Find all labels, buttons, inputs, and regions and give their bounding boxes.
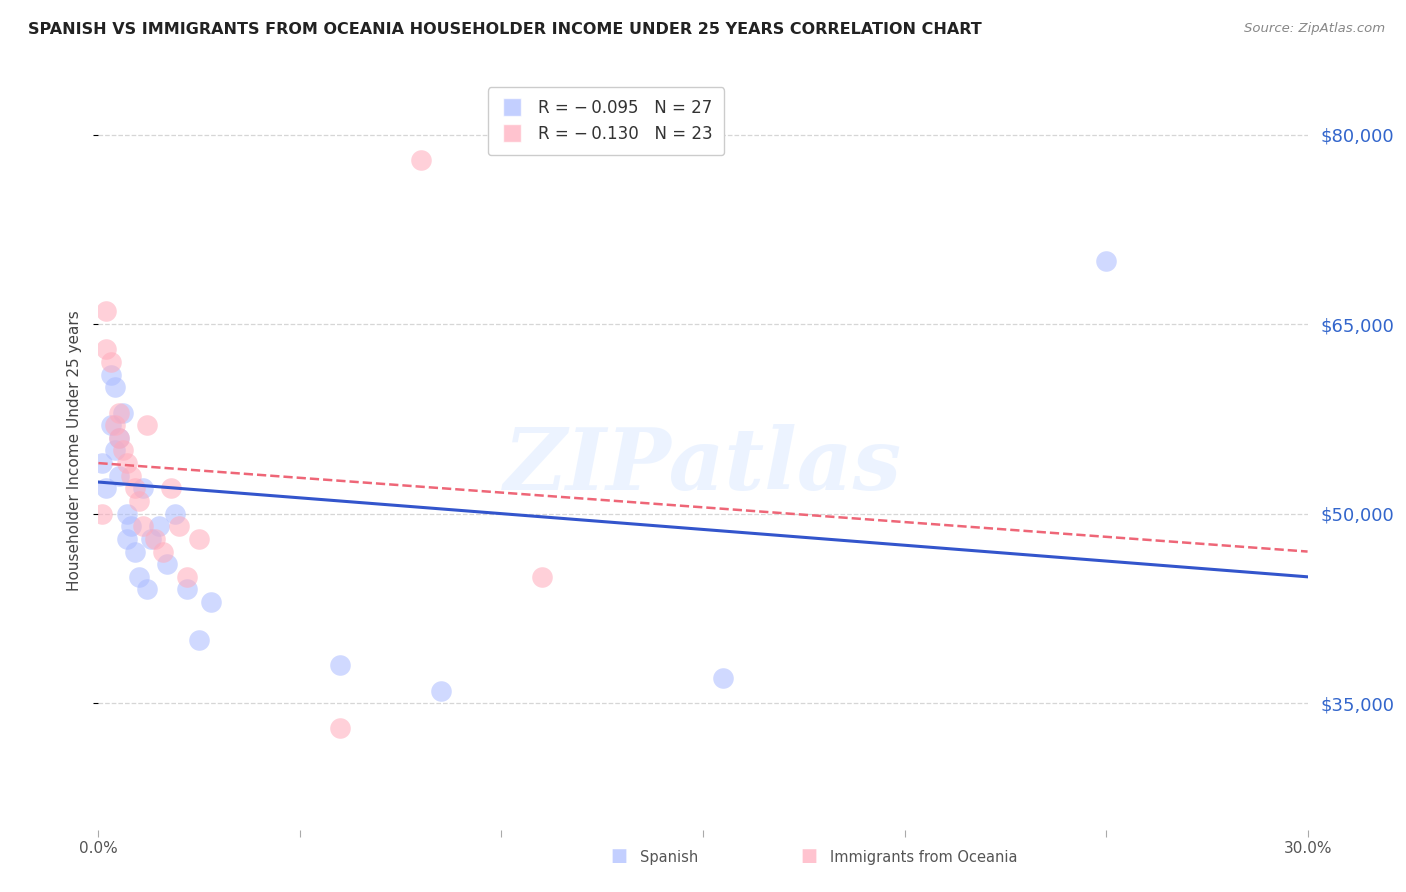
Point — [115, 507, 138, 521]
Point — [143, 532, 166, 546]
Text: Spanish: Spanish — [640, 850, 697, 865]
Point — [148, 519, 170, 533]
Text: Source: ZipAtlas.com: Source: ZipAtlas.com — [1244, 22, 1385, 36]
Legend: R = − 0.095   N = 27, R = − 0.130   N = 23: R = − 0.095 N = 27, R = − 0.130 N = 23 — [488, 87, 724, 155]
Point — [124, 544, 146, 558]
Point — [156, 557, 179, 572]
Point — [111, 443, 134, 458]
Point — [188, 633, 211, 648]
Text: ZIPatlas: ZIPatlas — [503, 424, 903, 508]
Point — [100, 355, 122, 369]
Point — [115, 532, 138, 546]
Point — [107, 431, 129, 445]
Point — [329, 722, 352, 736]
Point — [329, 658, 352, 673]
Point — [135, 582, 157, 597]
Point — [103, 380, 125, 394]
Y-axis label: Householder Income Under 25 years: Householder Income Under 25 years — [67, 310, 83, 591]
Point — [163, 507, 186, 521]
Point — [100, 368, 122, 382]
Point — [107, 405, 129, 420]
Text: Immigrants from Oceania: Immigrants from Oceania — [830, 850, 1017, 865]
Point — [409, 153, 432, 167]
Point — [135, 418, 157, 433]
Point — [530, 570, 553, 584]
Point — [115, 456, 138, 470]
Point — [107, 468, 129, 483]
Point — [132, 519, 155, 533]
Point — [139, 532, 162, 546]
Point — [160, 482, 183, 496]
Point — [132, 482, 155, 496]
Point — [100, 418, 122, 433]
Point — [111, 405, 134, 420]
Point — [1095, 254, 1118, 268]
Point — [152, 544, 174, 558]
Point — [430, 683, 453, 698]
Point — [128, 570, 150, 584]
Point — [200, 595, 222, 609]
Point — [91, 507, 114, 521]
Point — [120, 468, 142, 483]
Point — [96, 343, 118, 357]
Point — [176, 582, 198, 597]
Point — [103, 418, 125, 433]
Point — [176, 570, 198, 584]
Text: SPANISH VS IMMIGRANTS FROM OCEANIA HOUSEHOLDER INCOME UNDER 25 YEARS CORRELATION: SPANISH VS IMMIGRANTS FROM OCEANIA HOUSE… — [28, 22, 981, 37]
Point — [103, 443, 125, 458]
Point — [128, 494, 150, 508]
Point — [96, 304, 118, 318]
Point — [124, 482, 146, 496]
Point — [120, 519, 142, 533]
Text: ■: ■ — [610, 847, 627, 865]
Point — [96, 482, 118, 496]
Text: ■: ■ — [800, 847, 817, 865]
Point — [91, 456, 114, 470]
Point — [167, 519, 190, 533]
Point — [711, 671, 734, 685]
Point — [188, 532, 211, 546]
Point — [107, 431, 129, 445]
